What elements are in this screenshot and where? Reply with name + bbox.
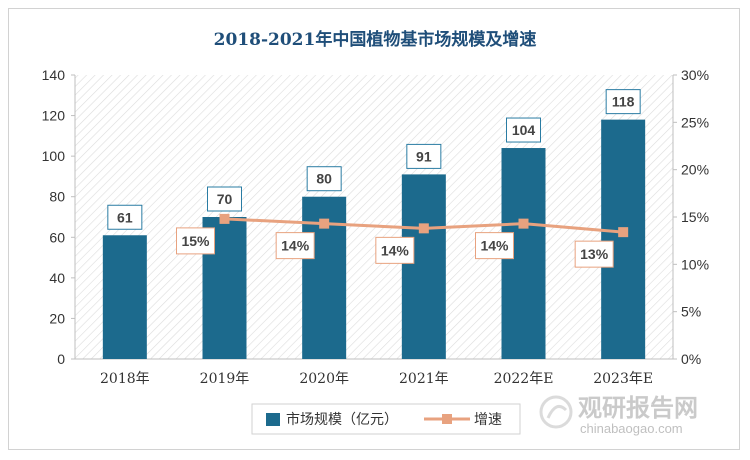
bar-value-label-box	[107, 204, 143, 230]
y-left-tick-label: 80	[49, 189, 65, 205]
bar-market-size	[401, 174, 446, 359]
bar-value-label-box	[406, 143, 442, 169]
line-value-label-box	[574, 240, 614, 268]
watermark-logo-ring	[539, 395, 573, 429]
watermark-logo-swoosh	[546, 404, 568, 419]
y-left-tick-label: 140	[42, 67, 66, 83]
legend-label-line: 增速	[474, 411, 502, 427]
bar-value-label: 61	[117, 209, 133, 225]
line-value-label: 15%	[181, 233, 210, 249]
y-right-tick-label: 30%	[681, 67, 709, 83]
line-value-label-box	[375, 236, 415, 264]
y-right-tick-label: 10%	[681, 256, 709, 272]
y-right-tick-label: 15%	[681, 209, 709, 225]
y-left-tick-label: 60	[49, 229, 65, 245]
bar-value-label: 70	[217, 191, 233, 207]
y-left-tick-label: 0	[57, 351, 65, 367]
x-tick-label: 2020年	[299, 371, 349, 387]
bar-value-label: 91	[416, 148, 432, 164]
line-value-label-box	[275, 232, 315, 260]
x-tick-label: 2021年	[399, 371, 449, 387]
line-point-marker	[518, 218, 529, 229]
x-tick-label: 2019年	[200, 371, 250, 387]
line-value-label: 13%	[580, 246, 609, 262]
line-point-marker	[219, 213, 230, 224]
line-value-label-box	[475, 232, 514, 260]
plot-background	[75, 75, 673, 359]
watermark-brand: 观研报告网	[578, 395, 698, 422]
y-left-tick-label: 40	[49, 270, 65, 286]
legend-box	[251, 403, 521, 435]
y-left-tick-label: 20	[49, 310, 65, 326]
y-left-tick-label: 100	[42, 148, 66, 164]
chart-title: 2018-2021年中国植物基市场规模及增速	[214, 29, 537, 50]
x-tick-label: 2023年E	[593, 371, 653, 387]
watermark-url: chinabaogao.com	[580, 421, 683, 436]
line-value-label: 14%	[281, 238, 310, 254]
bar-value-label: 80	[316, 171, 332, 187]
bar-value-label-box	[605, 89, 641, 115]
y-left-tick-label: 120	[42, 108, 66, 124]
bar-market-size	[601, 119, 646, 359]
line-value-label-box	[176, 227, 215, 255]
line-point-marker	[618, 227, 629, 238]
bar-value-label-box	[306, 166, 342, 192]
watermark-logo-icon	[539, 395, 573, 429]
x-tick-label: 2018年	[100, 371, 150, 387]
y-right-tick-label: 5%	[681, 304, 701, 320]
bar-value-label: 118	[612, 94, 635, 110]
legend-swatch-bar	[266, 413, 280, 426]
line-point-marker	[418, 223, 429, 234]
bar-value-label: 104	[512, 122, 536, 138]
y-right-tick-label: 20%	[681, 162, 709, 178]
x-tick-label: 2022年E	[494, 371, 554, 387]
legend-label-bar: 市场规模（亿元）	[286, 411, 398, 427]
bar-market-size	[102, 235, 147, 359]
line-value-label: 14%	[480, 238, 509, 254]
y-right-tick-label: 0%	[681, 351, 701, 367]
line-point-marker	[319, 218, 330, 229]
y-right-tick-label: 25%	[681, 114, 709, 130]
line-value-label: 14%	[381, 242, 410, 258]
bar-value-label-box	[506, 117, 541, 143]
legend-swatch-marker	[442, 414, 452, 424]
bar-value-label-box	[207, 186, 242, 212]
